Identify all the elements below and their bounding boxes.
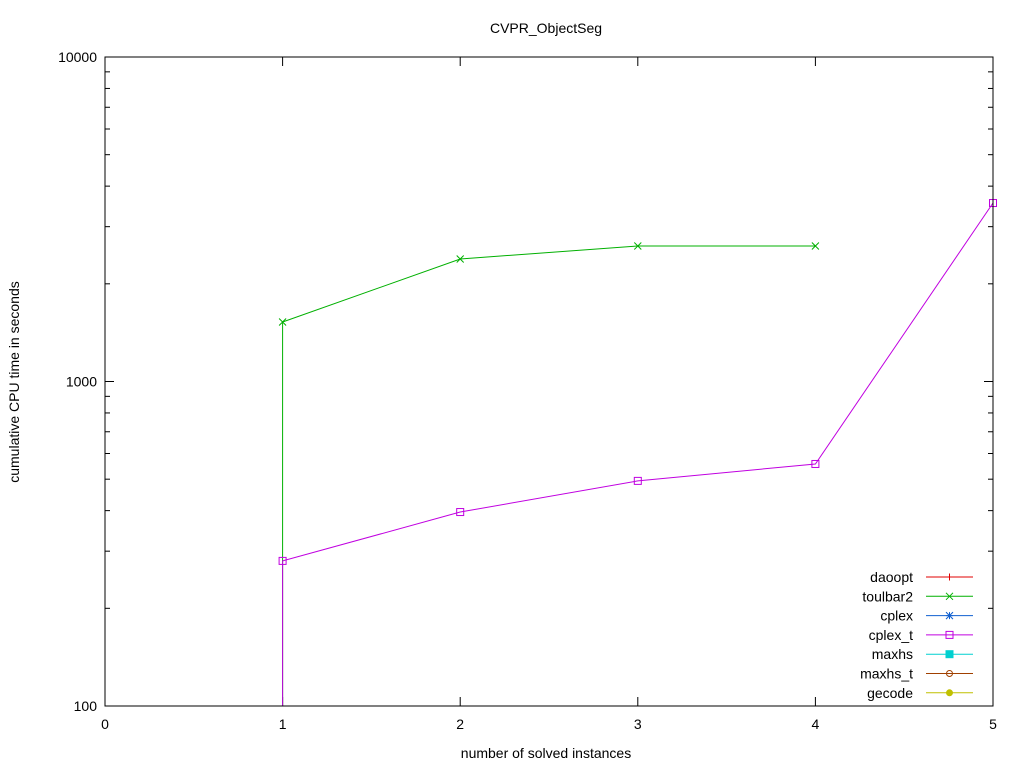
legend-label: maxhs_t	[860, 666, 913, 682]
legend-marker	[945, 592, 954, 601]
x-tick-label: 5	[989, 716, 997, 732]
series-cplex_t	[278, 199, 997, 706]
x-tick-label: 0	[101, 716, 109, 732]
legend-marker	[945, 650, 954, 659]
y-axis-label: cumulative CPU time in seconds	[6, 281, 22, 483]
x-tick-label: 1	[279, 716, 287, 732]
y-tick-label: 1000	[66, 374, 97, 390]
series-line-toulbar2	[282, 245, 816, 706]
data-point-toulbar2	[456, 255, 465, 263]
data-point-cplex_t	[633, 476, 642, 485]
legend-marker	[946, 670, 953, 677]
legend-entry-cplex_t: cplex_t	[869, 627, 973, 643]
x-axis-label: number of solved instances	[461, 745, 631, 761]
data-point-cplex_t	[811, 459, 820, 468]
legend-marker	[946, 689, 953, 697]
legend-entry-maxhs_t: maxhs_t	[860, 666, 973, 682]
legend-marker	[945, 611, 954, 620]
legend-entry-cplex: cplex	[880, 608, 973, 624]
legend-entry-daoopt: daoopt	[870, 569, 973, 585]
legend-entry-maxhs: maxhs	[872, 646, 973, 662]
legend-marker	[946, 573, 953, 581]
plot-frame	[104, 56, 994, 707]
legend-label: gecode	[867, 685, 913, 701]
legend-label: cplex_t	[869, 627, 913, 643]
legend-entry-gecode: gecode	[867, 685, 973, 701]
data-point-cplex_t	[456, 508, 465, 517]
legend-label: maxhs	[872, 646, 913, 662]
y-tick-label: 10000	[58, 49, 97, 65]
legend-marker	[945, 630, 954, 639]
legend-label: daoopt	[870, 569, 913, 585]
legend-label: toulbar2	[862, 588, 913, 604]
data-point-cplex_t	[278, 556, 287, 565]
data-point-toulbar2	[811, 242, 820, 250]
x-tick-label: 3	[634, 716, 642, 732]
legend-label: cplex	[880, 608, 913, 624]
data-point-toulbar2	[633, 242, 642, 250]
legend-entry-toulbar2: toulbar2	[862, 588, 973, 604]
chart-title: CVPR_ObjectSeg	[490, 20, 602, 36]
y-tick-label: 100	[74, 698, 98, 714]
series-line-cplex_t	[282, 202, 994, 706]
data-point-toulbar2	[278, 318, 287, 326]
series-toulbar2	[278, 242, 820, 706]
x-tick-label: 4	[812, 716, 820, 732]
x-tick-label: 2	[456, 716, 464, 732]
